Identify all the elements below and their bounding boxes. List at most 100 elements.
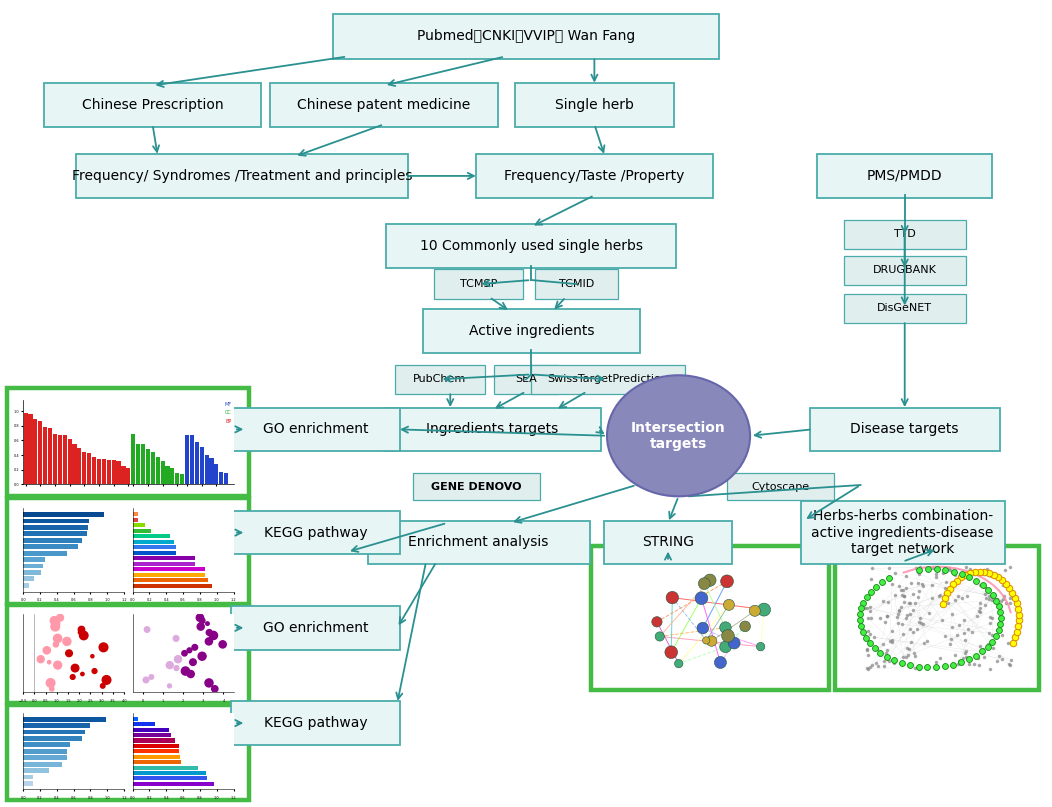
Point bbox=[859, 649, 876, 662]
Point bbox=[875, 654, 892, 667]
Point bbox=[876, 616, 893, 629]
Point bbox=[992, 618, 1009, 631]
Point bbox=[890, 617, 907, 629]
Point bbox=[993, 629, 1010, 642]
Point bbox=[52, 611, 68, 624]
Bar bbox=[133, 760, 181, 764]
Point bbox=[858, 642, 875, 655]
Bar bbox=[133, 722, 156, 726]
Point bbox=[1009, 625, 1026, 638]
Point bbox=[863, 611, 879, 624]
Point bbox=[960, 653, 977, 666]
Point bbox=[206, 683, 223, 696]
Bar bbox=[23, 781, 33, 786]
Point bbox=[859, 663, 876, 675]
Point bbox=[878, 644, 895, 657]
Point bbox=[934, 567, 951, 579]
Point bbox=[983, 569, 999, 582]
Point bbox=[663, 646, 680, 659]
Bar bbox=[23, 768, 48, 773]
Point bbox=[924, 592, 940, 604]
Point bbox=[989, 624, 1006, 637]
Point bbox=[955, 627, 972, 640]
Point bbox=[852, 620, 869, 633]
Point bbox=[984, 635, 1000, 648]
Point bbox=[968, 575, 985, 587]
Point bbox=[992, 606, 1009, 619]
Bar bbox=[23, 730, 85, 734]
Bar bbox=[23, 717, 105, 721]
Point bbox=[882, 635, 898, 648]
Point bbox=[1010, 602, 1027, 615]
Point bbox=[976, 566, 993, 579]
Bar bbox=[133, 523, 145, 527]
Bar bbox=[23, 525, 88, 530]
Point bbox=[949, 574, 966, 587]
Point bbox=[905, 587, 922, 600]
Point bbox=[971, 565, 988, 578]
Point bbox=[41, 656, 58, 669]
Point bbox=[862, 604, 878, 617]
Point bbox=[897, 570, 914, 583]
Point bbox=[747, 604, 764, 617]
Point bbox=[952, 571, 969, 583]
FancyBboxPatch shape bbox=[434, 269, 523, 299]
Text: STRING: STRING bbox=[642, 535, 694, 550]
FancyBboxPatch shape bbox=[817, 154, 992, 198]
Point bbox=[894, 583, 911, 596]
FancyBboxPatch shape bbox=[230, 511, 400, 554]
Text: PMS/PMDD: PMS/PMDD bbox=[867, 169, 943, 183]
FancyBboxPatch shape bbox=[531, 365, 685, 394]
Bar bbox=[112, 461, 116, 484]
Bar bbox=[34, 419, 38, 484]
FancyBboxPatch shape bbox=[844, 294, 966, 323]
Bar bbox=[189, 435, 194, 484]
Bar bbox=[23, 723, 89, 728]
Point bbox=[962, 567, 978, 579]
Point bbox=[95, 679, 112, 692]
Point bbox=[902, 597, 918, 610]
Bar bbox=[23, 538, 82, 543]
Point bbox=[936, 587, 953, 600]
Ellipse shape bbox=[607, 375, 750, 496]
Point bbox=[988, 629, 1005, 642]
Point bbox=[982, 610, 998, 623]
Point bbox=[693, 592, 710, 604]
Point bbox=[898, 642, 915, 654]
Point bbox=[980, 626, 997, 639]
Point bbox=[884, 625, 901, 638]
Point bbox=[881, 562, 897, 575]
Bar bbox=[126, 468, 130, 484]
Point bbox=[887, 567, 904, 580]
Bar bbox=[132, 434, 136, 484]
Point bbox=[943, 633, 959, 646]
Point bbox=[957, 568, 974, 581]
Point bbox=[886, 654, 903, 667]
Point bbox=[889, 611, 906, 624]
Point bbox=[138, 674, 155, 687]
Point bbox=[979, 638, 996, 650]
Text: Single herb: Single herb bbox=[555, 98, 633, 112]
Text: KEGG pathway: KEGG pathway bbox=[264, 716, 367, 730]
Point bbox=[47, 638, 64, 650]
Point bbox=[957, 645, 974, 658]
Bar bbox=[224, 473, 228, 484]
Point bbox=[43, 683, 60, 696]
Bar bbox=[165, 466, 169, 484]
Point bbox=[194, 650, 210, 663]
Point bbox=[169, 653, 186, 666]
Point bbox=[911, 563, 928, 576]
Text: Frequency/Taste /Property: Frequency/Taste /Property bbox=[504, 169, 685, 183]
Bar bbox=[133, 546, 176, 550]
Point bbox=[872, 612, 889, 625]
Bar bbox=[23, 532, 87, 537]
Point bbox=[869, 642, 886, 655]
Bar bbox=[219, 471, 223, 484]
Bar bbox=[146, 449, 150, 484]
Point bbox=[947, 648, 964, 661]
Point bbox=[957, 650, 974, 663]
Point bbox=[957, 633, 974, 646]
FancyBboxPatch shape bbox=[494, 365, 558, 394]
Point bbox=[864, 562, 881, 575]
Point bbox=[49, 632, 66, 645]
